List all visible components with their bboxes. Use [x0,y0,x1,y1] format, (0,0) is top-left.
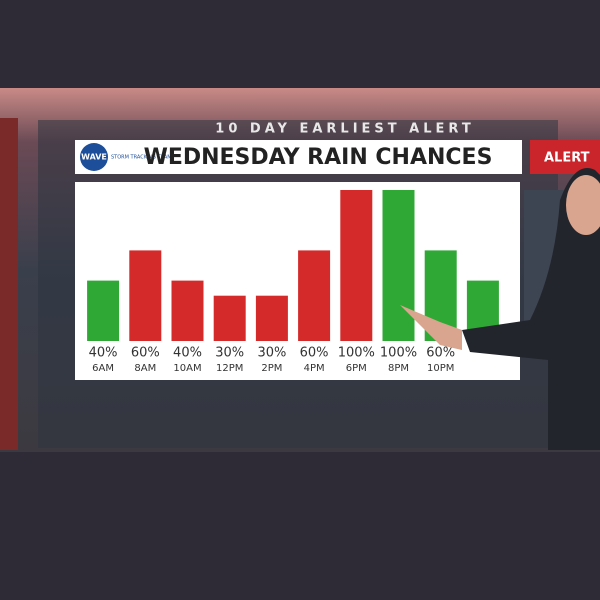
presenter-head [566,175,600,235]
bar [213,295,246,341]
x-tick-label: 6AM [92,363,114,374]
x-tick-label: 6PM [346,363,367,374]
bar [129,250,162,341]
value-label: 60% [300,346,329,361]
x-tick-label: 10PM [427,363,454,374]
value-label: 60% [426,346,455,361]
x-tick-label: 8PM [388,363,409,374]
x-tick-label: 12PM [216,363,243,374]
x-tick-label: 2PM [261,363,282,374]
banner: 10 DAY EARLIEST ALERT [215,122,474,137]
value-label: 100% [380,346,417,361]
value-label: 60% [131,346,160,361]
x-tick-label: 4PM [304,363,325,374]
side-panel [0,118,18,450]
logo-tagline: STORM TRACKING TEAM [111,155,172,161]
bar [255,295,288,341]
plot: 40% 6AM 60% 8AM 40% 10AM 30% 12PM 30% 2PM 60% 4PM 10… [87,190,499,374]
value-label: 40% [173,346,202,361]
value-label: 30% [257,346,286,361]
chart-title: WEDNESDAY RAIN CHANCES [144,145,493,170]
title-bar [75,140,522,174]
presenter [462,168,600,450]
value-label: 40% [89,346,118,361]
value-label: 100% [338,346,375,361]
bar [340,190,373,341]
bar [298,250,331,341]
bar [87,280,120,341]
x-tick-label: 8AM [134,363,156,374]
bar [382,190,415,341]
value-label: 30% [215,346,244,361]
x-tick-label: 10AM [173,363,201,374]
logo: WAVE [81,153,107,162]
logo-circle [80,143,108,171]
presenter-hand [400,305,462,350]
alert-text: ALERT [544,151,590,166]
bar [171,280,204,341]
